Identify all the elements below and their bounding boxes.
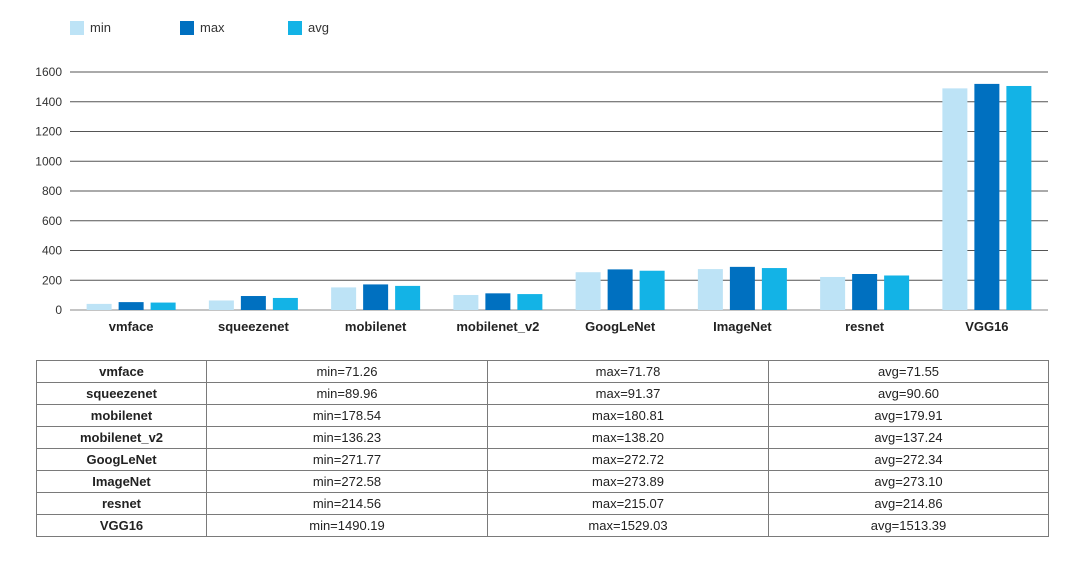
avg-value-cell: avg=90.60 (768, 382, 1049, 405)
bar-min (697, 269, 723, 310)
min-value-cell: min=71.26 (206, 360, 488, 383)
model-name-cell: ImageNet (36, 470, 207, 493)
max-value-cell: max=71.78 (487, 360, 769, 383)
bar-min (575, 272, 601, 310)
bar-min (331, 287, 357, 310)
min-value-cell: min=214.56 (206, 492, 488, 515)
min-value-cell: min=272.58 (206, 470, 488, 493)
max-value-cell: max=91.37 (487, 382, 769, 405)
min-value-cell: min=136.23 (206, 426, 488, 449)
x-tick-label: mobilenet_v2 (456, 319, 539, 334)
legend-swatch (288, 20, 302, 35)
legend-label: min (90, 20, 111, 35)
results-table-body: vmface min=71.26 max=71.78 avg=71.55 squeeze… (36, 360, 1049, 537)
x-tick-label: resnet (845, 319, 885, 334)
y-tick-label: 800 (42, 184, 62, 198)
y-tick-label: 1000 (35, 154, 62, 168)
chart-svg: 0 200 400 600 800 1000 1200 1400 1600 vmface squee… (35, 65, 1048, 334)
legend-item-max: max (180, 20, 225, 35)
model-name-cell: mobilenet_v2 (36, 426, 207, 449)
x-tick-label: squeezenet (218, 319, 289, 334)
bar-avg (1006, 85, 1032, 310)
legend-label: max (200, 20, 225, 35)
bar-min (453, 294, 479, 310)
model-name-cell: VGG16 (36, 514, 207, 537)
results-table: vmface min=71.26 max=71.78 avg=71.55 squeeze… (36, 360, 1049, 537)
model-name-cell: vmface (36, 360, 207, 383)
bar-avg (272, 297, 298, 310)
x-tick-label: mobilenet (345, 319, 407, 334)
bar-max (607, 269, 633, 310)
x-tick-label: VGG16 (965, 319, 1008, 334)
x-tick-label: ImageNet (713, 319, 772, 334)
bar-chart: 0 200 400 600 800 1000 1200 1400 1600 vmface squee… (35, 65, 1048, 334)
y-tick-label: 0 (55, 303, 62, 317)
avg-value-cell: avg=273.10 (768, 470, 1049, 493)
max-value-cell: max=180.81 (487, 404, 769, 427)
model-name-cell: GoogLeNet (36, 448, 207, 471)
y-tick-label: 1600 (35, 65, 62, 79)
min-value-cell: min=1490.19 (206, 514, 488, 537)
max-value-cell: max=272.72 (487, 448, 769, 471)
bar-max (240, 296, 266, 310)
y-tick-label: 1200 (35, 125, 62, 139)
avg-value-cell: avg=137.24 (768, 426, 1049, 449)
avg-value-cell: avg=179.91 (768, 404, 1049, 427)
y-tick-label: 400 (42, 244, 62, 258)
table-row: VGG16 min=1490.19 max=1529.03 avg=1513.39 (36, 514, 1049, 537)
table-row: ImageNet min=272.58 max=273.89 avg=273.10 (36, 470, 1049, 493)
bar-avg (884, 275, 910, 310)
y-tick-label: 600 (42, 214, 62, 228)
x-tick-label: vmface (109, 319, 154, 334)
bar-max (485, 293, 511, 310)
model-name-cell: squeezenet (36, 382, 207, 405)
table-row: resnet min=214.56 max=215.07 avg=214.86 (36, 492, 1049, 515)
table-row: mobilenet_v2 min=136.23 max=138.20 avg=137.… (36, 426, 1049, 449)
bar-max (363, 284, 389, 310)
bar-max (974, 83, 1000, 311)
bar-avg (517, 294, 543, 310)
bar-min (208, 300, 234, 310)
bar-avg (395, 285, 421, 310)
bar-min (820, 276, 846, 310)
bar-max (729, 266, 755, 310)
table-row: GoogLeNet min=271.77 max=272.72 avg=272.34 (36, 448, 1049, 471)
avg-value-cell: avg=272.34 (768, 448, 1049, 471)
min-value-cell: min=178.54 (206, 404, 488, 427)
bar-max (118, 302, 144, 310)
bar-avg (639, 270, 665, 310)
legend-item-avg: avg (288, 20, 329, 35)
table-row: squeezenet min=89.96 max=91.37 avg=90.60 (36, 382, 1049, 405)
bar-min (86, 303, 112, 310)
min-value-cell: min=89.96 (206, 382, 488, 405)
y-tick-label: 200 (42, 273, 62, 287)
bar-min (942, 88, 968, 310)
model-name-cell: mobilenet (36, 404, 207, 427)
avg-value-cell: avg=71.55 (768, 360, 1049, 383)
bar-avg (150, 302, 176, 310)
max-value-cell: max=273.89 (487, 470, 769, 493)
bar-max (852, 274, 878, 310)
avg-value-cell: avg=214.86 (768, 492, 1049, 515)
avg-value-cell: avg=1513.39 (768, 514, 1049, 537)
min-value-cell: min=271.77 (206, 448, 488, 471)
bar-avg (761, 268, 787, 310)
legend-swatch (180, 20, 194, 35)
x-tick-label: GoogLeNet (585, 319, 656, 334)
max-value-cell: max=215.07 (487, 492, 769, 515)
legend-label: avg (308, 20, 329, 35)
max-value-cell: max=1529.03 (487, 514, 769, 537)
table-row: mobilenet min=178.54 max=180.81 avg=179.91 (36, 404, 1049, 427)
legend-swatch (70, 20, 84, 35)
y-tick-label: 1400 (35, 95, 62, 109)
model-name-cell: resnet (36, 492, 207, 515)
table-row: vmface min=71.26 max=71.78 avg=71.55 (36, 360, 1049, 383)
max-value-cell: max=138.20 (487, 426, 769, 449)
legend-item-min: min (70, 20, 111, 35)
